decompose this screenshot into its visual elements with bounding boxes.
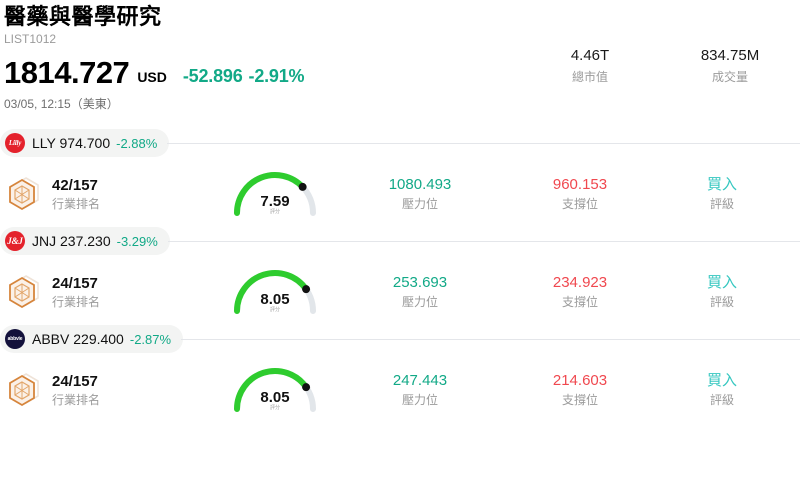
resistance-cell: 247.443 壓力位 <box>340 371 500 409</box>
stock-change-percent: -2.87% <box>129 331 172 347</box>
stock-header-row: Lilly LLY 974.700 -2.88% <box>0 128 800 158</box>
stock-ticker-and-price: JNJ 237.230 <box>32 233 111 249</box>
rating-cell[interactable]: 買入 評級 <box>662 273 782 311</box>
hexagon-medal-icon <box>6 371 42 409</box>
score-label: 評分 <box>269 209 280 215</box>
score-gauge-cell: 8.05 評分 <box>210 365 340 415</box>
industry-rank-label: 行業排名 <box>52 196 101 211</box>
currency-label: USD <box>137 69 167 85</box>
resistance-value: 253.693 <box>392 274 448 291</box>
industry-rank-text: 24/157 行業排名 <box>52 274 100 311</box>
page-header: 醫藥與醫學研究 LIST1012 1814.727 USD -52.896 -2.… <box>0 0 800 112</box>
rating-value: 買入 <box>706 176 737 193</box>
stock-detail-row: 42/157 行業排名 7.59 評分 1080.493 壓力位 960.153 <box>0 158 800 226</box>
lly-logo-icon: Lilly <box>5 133 25 153</box>
list-code: LIST1012 <box>4 32 57 46</box>
stock-change-percent: -3.29% <box>116 233 158 249</box>
resistance-cell: 253.693 壓力位 <box>340 273 500 311</box>
support-label: 支撐位 <box>561 295 598 309</box>
stock-list: Lilly LLY 974.700 -2.88% 42/157 行業排名 <box>0 128 800 422</box>
stat-market-cap-value: 4.46T <box>570 47 610 64</box>
stat-market-cap: 4.46T 總市值 <box>520 46 660 86</box>
row-divider <box>167 240 800 242</box>
industry-rank-text: 24/157 行業排名 <box>52 372 100 409</box>
score-value: 7.59 <box>260 193 290 210</box>
score-gauge: 7.59 評分 <box>231 169 319 219</box>
score-gauge-cell: 8.05 評分 <box>210 267 340 317</box>
support-cell: 214.603 支撐位 <box>500 371 660 409</box>
header-stats: 4.46T 總市值 834.75M 成交量 <box>520 46 800 86</box>
stock-ticker-and-price: LLY 974.700 <box>32 135 111 151</box>
stock-change-percent: -2.88% <box>116 135 158 151</box>
resistance-value: 1080.493 <box>388 176 452 193</box>
index-change-group: -52.896 -2.91% <box>183 66 305 90</box>
stat-volume-value: 834.75M <box>700 47 760 64</box>
resistance-value: 247.443 <box>392 372 448 389</box>
rating-label: 評級 <box>709 295 734 309</box>
stock-pill[interactable]: J&J JNJ 237.230 -3.29% <box>0 227 170 255</box>
stat-market-cap-label: 總市值 <box>571 70 608 84</box>
rating-value: 買入 <box>706 274 737 291</box>
industry-rank-value: 42/157 <box>52 176 98 194</box>
quote-timestamp: 03/05, 12:15（美東） <box>4 97 119 111</box>
stock-detail-row: 24/157 行業排名 8.05 評分 253.693 壓力位 234.923 <box>0 256 800 324</box>
support-cell: 234.923 支撐位 <box>500 273 660 311</box>
row-divider <box>181 338 800 340</box>
stock-block: Lilly LLY 974.700 -2.88% 42/157 行業排名 <box>0 128 800 226</box>
industry-rank-label: 行業排名 <box>52 392 101 407</box>
resistance-label: 壓力位 <box>401 295 438 309</box>
support-label: 支撐位 <box>561 393 598 407</box>
resistance-cell: 1080.493 壓力位 <box>340 175 500 213</box>
stock-ticker-and-price: ABBV 229.400 <box>32 331 124 347</box>
industry-rank-cell: 42/157 行業排名 <box>0 175 210 213</box>
support-cell: 960.153 支撐位 <box>500 175 660 213</box>
resistance-label: 壓力位 <box>401 197 438 211</box>
stat-volume: 834.75M 成交量 <box>660 46 800 86</box>
score-gauge-cell: 7.59 評分 <box>210 169 340 219</box>
support-value: 960.153 <box>552 176 608 193</box>
stock-block: J&J JNJ 237.230 -3.29% 24/157 行業排名 <box>0 226 800 324</box>
score-label: 評分 <box>269 307 280 313</box>
row-divider <box>167 142 800 144</box>
hexagon-medal-icon <box>6 175 42 213</box>
score-gauge: 8.05 評分 <box>231 267 319 317</box>
rating-cell[interactable]: 買入 評級 <box>662 371 782 409</box>
stock-block: abbvie ABBV 229.400 -2.87% 24/157 行業排名 <box>0 324 800 422</box>
page-title: 醫藥與醫學研究 <box>4 4 162 29</box>
score-value: 8.05 <box>260 389 290 406</box>
score-gauge: 8.05 評分 <box>231 365 319 415</box>
rating-value: 買入 <box>706 372 737 389</box>
industry-rank-cell: 24/157 行業排名 <box>0 273 210 311</box>
stock-header-row: abbvie ABBV 229.400 -2.87% <box>0 324 800 354</box>
support-value: 214.603 <box>552 372 608 389</box>
industry-rank-cell: 24/157 行業排名 <box>0 371 210 409</box>
index-change-amount: -52.896 <box>182 66 243 86</box>
stock-header-row: J&J JNJ 237.230 -3.29% <box>0 226 800 256</box>
rating-label: 評級 <box>709 197 734 211</box>
rating-label: 評級 <box>709 393 734 407</box>
industry-rank-value: 24/157 <box>52 372 98 390</box>
support-label: 支撐位 <box>561 197 598 211</box>
resistance-label: 壓力位 <box>401 393 438 407</box>
stock-pill[interactable]: abbvie ABBV 229.400 -2.87% <box>0 325 184 353</box>
jnj-logo-icon: J&J <box>5 231 25 251</box>
abbv-logo-icon: abbvie <box>5 329 25 349</box>
industry-rank-value: 24/157 <box>52 274 98 292</box>
industry-rank-text: 42/157 行業排名 <box>52 176 100 213</box>
score-label: 評分 <box>269 405 280 411</box>
stat-volume-label: 成交量 <box>711 70 748 84</box>
index-price: 1814.727 <box>4 55 130 90</box>
primary-quote: 1814.727 USD -52.896 -2.91% <box>4 56 800 90</box>
support-value: 234.923 <box>552 274 608 291</box>
score-value: 8.05 <box>260 291 290 308</box>
industry-rank-label: 行業排名 <box>52 294 101 309</box>
index-change-percent: -2.91% <box>248 66 305 86</box>
rating-cell[interactable]: 買入 評級 <box>662 175 782 213</box>
stock-detail-row: 24/157 行業排名 8.05 評分 247.443 壓力位 214.603 <box>0 354 800 422</box>
stock-pill[interactable]: Lilly LLY 974.700 -2.88% <box>0 129 170 157</box>
hexagon-medal-icon <box>6 273 42 311</box>
